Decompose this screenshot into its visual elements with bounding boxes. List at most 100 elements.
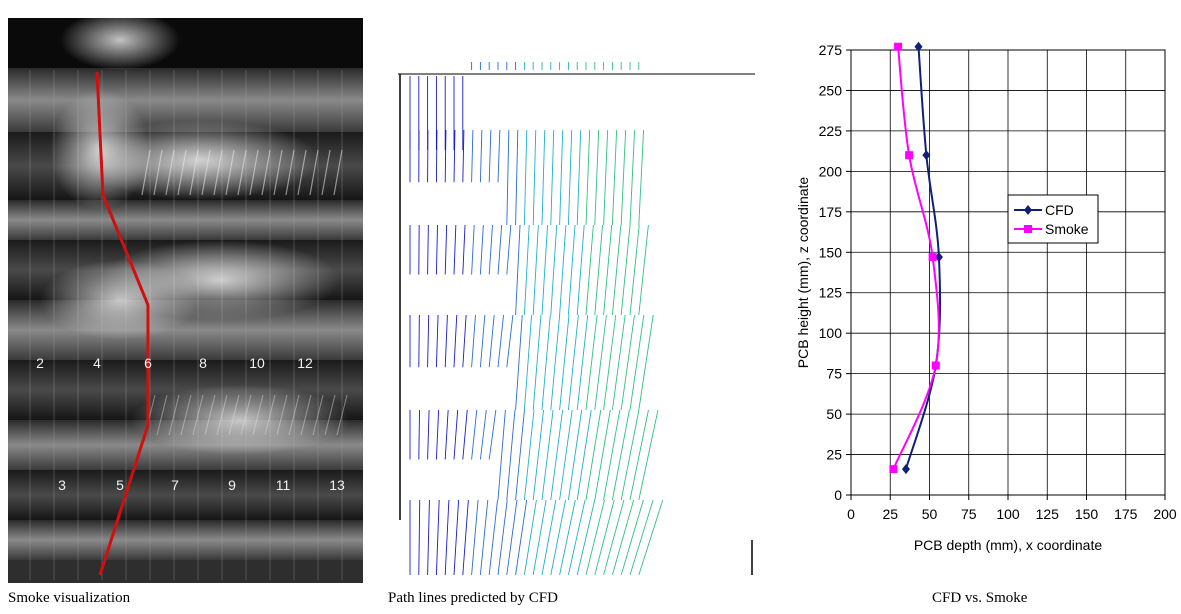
- x-tick-label: 150: [1075, 506, 1099, 522]
- pathline: [462, 129, 465, 183]
- pathline: [435, 314, 439, 368]
- x-tick-label: 0: [847, 506, 855, 522]
- pathline: [435, 224, 438, 275]
- pathline: [462, 409, 468, 460]
- pathline: [541, 499, 557, 576]
- legend-entry: Smoke: [1045, 221, 1089, 237]
- slot-label: 10: [249, 355, 265, 371]
- pathline: [444, 129, 447, 183]
- pathline: [523, 224, 530, 316]
- pathline: [559, 224, 567, 316]
- pathline: [453, 224, 457, 275]
- chart-legend: CFD Smoke: [1007, 194, 1099, 244]
- pathline: [444, 224, 448, 275]
- slot-label: 13: [329, 477, 345, 493]
- smoke-visualization-photo: 2 4 6 8 10 12 3 5 7 9 11 13: [8, 10, 363, 583]
- pathline: [488, 314, 495, 368]
- pathline: [532, 314, 542, 411]
- caption-cfd-vs-smoke: CFD vs. Smoke: [932, 590, 1028, 606]
- pathline: [523, 499, 537, 576]
- pathline: [532, 409, 544, 501]
- x-axis-label: PCB depth (mm), x coordinate: [914, 537, 1103, 553]
- pathline: [497, 314, 504, 368]
- pathline: [435, 409, 440, 460]
- pathline: [471, 499, 479, 576]
- caption-smoke-visualization: Smoke visualization: [8, 590, 131, 606]
- slot-label: 5: [116, 477, 124, 493]
- pathline: [611, 314, 626, 411]
- pathline: [532, 499, 547, 576]
- point-cfd: [934, 252, 943, 263]
- point-cfd: [922, 150, 931, 161]
- pathline: [515, 314, 523, 411]
- pathline: [471, 314, 476, 368]
- y-axis-label: PCB height (mm), z coordinate: [795, 177, 811, 369]
- y-tick-label: 75: [826, 366, 842, 382]
- pathline: [550, 224, 558, 316]
- y-tick-label: 200: [819, 163, 843, 179]
- pathline: [550, 314, 561, 411]
- pathline: [497, 224, 503, 275]
- y-tick-label: 275: [819, 42, 843, 58]
- pathline: [550, 129, 555, 226]
- slot-label: 6: [144, 355, 152, 371]
- pathline: [471, 224, 475, 275]
- pathline: [427, 409, 430, 460]
- point-smoke: [928, 253, 937, 262]
- point-smoke: [894, 42, 903, 51]
- pathline: [418, 409, 420, 460]
- slot-label: 9: [228, 477, 236, 493]
- x-tick-label: 200: [1153, 506, 1177, 522]
- pathline: [567, 409, 583, 501]
- pathline: [585, 314, 598, 411]
- pathline: [629, 129, 636, 226]
- pathline: [532, 129, 537, 226]
- pathline: [444, 314, 448, 368]
- pathline: [576, 499, 596, 576]
- y-tick-label: 0: [834, 487, 842, 503]
- pathline: [479, 129, 483, 183]
- y-tick-label: 50: [826, 406, 842, 422]
- pathline: [611, 409, 630, 501]
- pathline: [479, 409, 487, 460]
- y-tick-label: 175: [819, 204, 843, 220]
- pathline: [603, 499, 625, 576]
- pathline: [611, 129, 618, 226]
- pathline: [506, 224, 512, 275]
- pathline: [603, 409, 621, 501]
- pathline: [594, 129, 600, 226]
- pathline: [462, 314, 467, 368]
- legend-entry: CFD: [1045, 202, 1074, 218]
- pathline: [620, 224, 631, 316]
- pathline: [541, 314, 551, 411]
- caption-cfd-pathlines: Path lines predicted by CFD: [388, 590, 558, 606]
- pathline: [576, 314, 589, 411]
- pathline: [620, 314, 635, 411]
- pathline: [594, 314, 607, 411]
- slot-label: 12: [297, 355, 313, 371]
- pathline: [506, 499, 518, 576]
- point-smoke: [905, 151, 914, 160]
- pathline: [488, 409, 497, 460]
- pathline: [479, 499, 489, 576]
- y-tick-label: 125: [819, 285, 843, 301]
- pathline: [488, 129, 492, 183]
- pathline: [567, 499, 586, 576]
- pathline: [444, 499, 450, 576]
- y-tick-label: 225: [819, 123, 843, 139]
- pathline: [515, 409, 525, 501]
- pathline: [435, 499, 440, 576]
- pathline: [471, 409, 478, 460]
- pathline: [532, 224, 539, 316]
- slot-label: 8: [199, 355, 207, 371]
- cfd-vs-smoke-chart: 0 25 50 75 100 125 150 175 200 0 25 50 75 100 125 150 17…: [795, 41, 1177, 553]
- pathline: [497, 499, 508, 576]
- pathline: [638, 314, 654, 411]
- pathline: [497, 129, 501, 183]
- pathline: [594, 409, 611, 501]
- pathline: [594, 224, 604, 316]
- pathline: [418, 499, 421, 576]
- pathline: [479, 224, 484, 275]
- pathline: [453, 499, 460, 576]
- pathline: [427, 499, 430, 576]
